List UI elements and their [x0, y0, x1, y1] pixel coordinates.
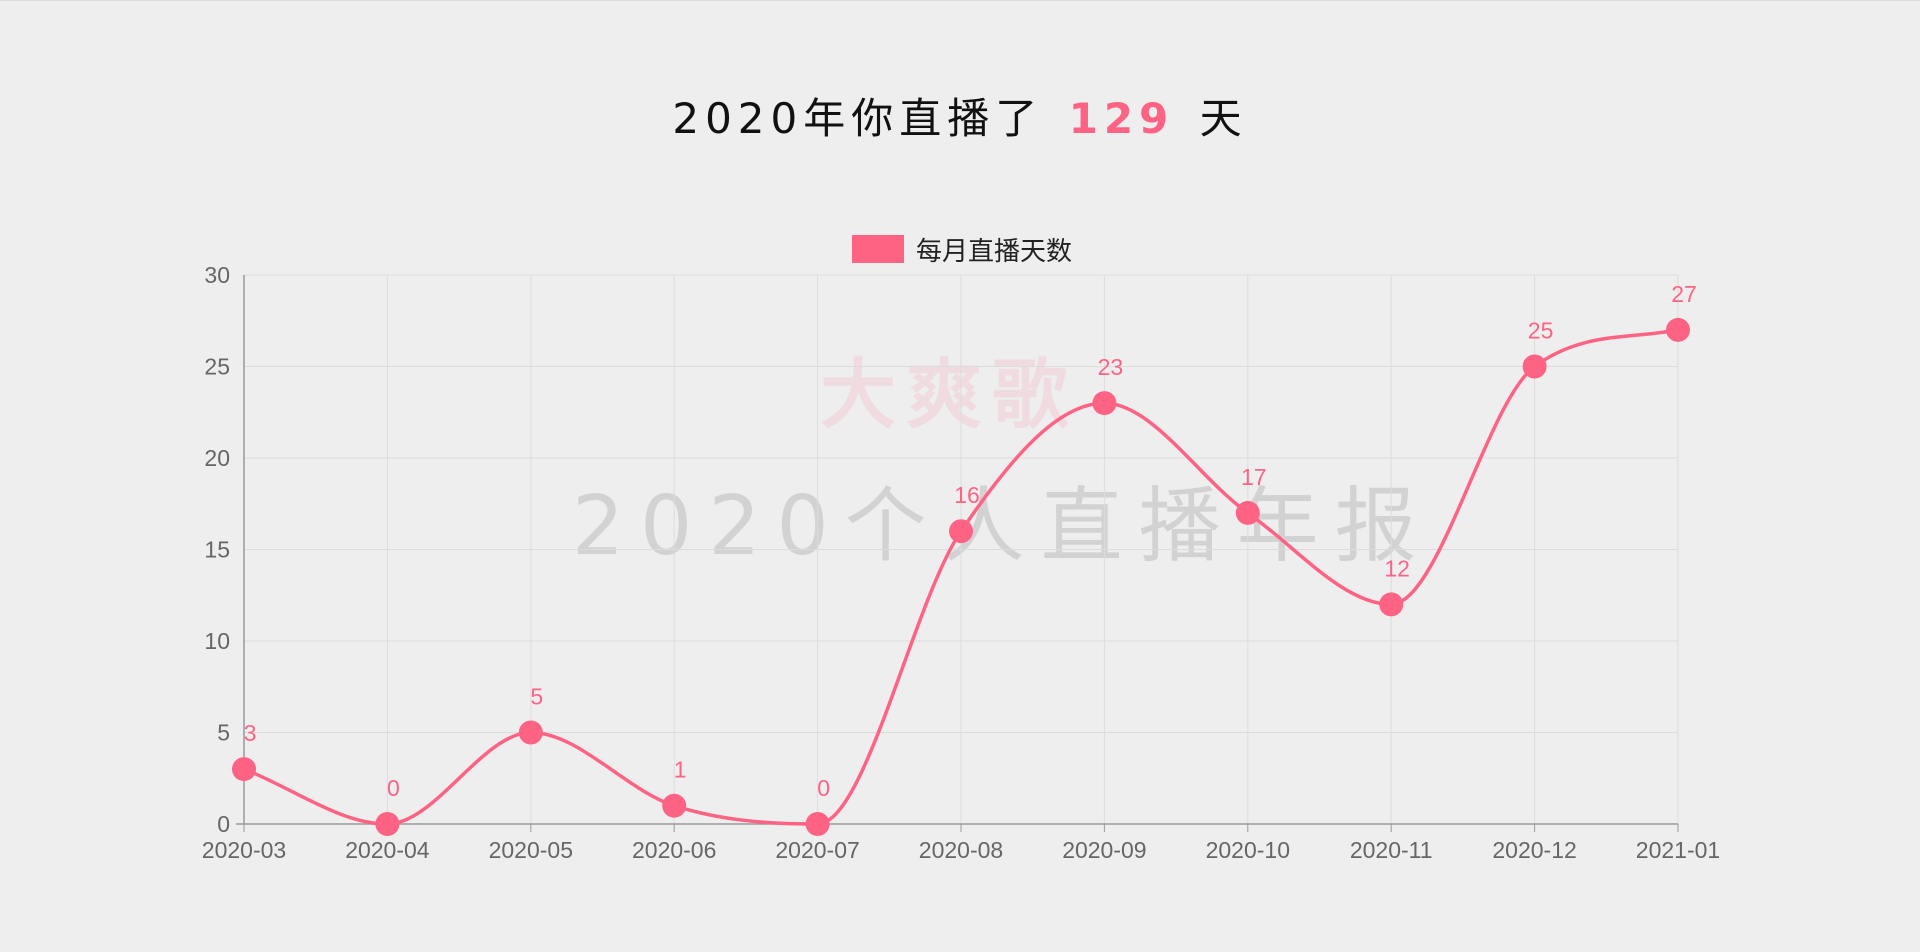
- x-tick-label: 2020-11: [1350, 837, 1433, 863]
- data-point: [1666, 317, 1690, 342]
- data-point: [662, 793, 687, 818]
- data-point: [1522, 354, 1547, 379]
- y-tick-label: 10: [204, 628, 230, 654]
- data-label: 25: [1528, 318, 1554, 344]
- data-label: 27: [1671, 281, 1697, 307]
- data-label: 23: [1098, 354, 1124, 380]
- data-label: 0: [387, 775, 400, 801]
- legend-swatch: [852, 235, 904, 263]
- y-tick-label: 15: [204, 537, 230, 563]
- report-watermark: 2020个人直播年报: [572, 479, 1433, 574]
- y-tick-label: 5: [217, 720, 230, 746]
- x-tick-label: 2020-12: [1492, 837, 1576, 863]
- total-days-value: 129: [1068, 94, 1175, 143]
- data-point: [518, 720, 543, 745]
- data-point: [1379, 592, 1404, 617]
- data-point: [805, 812, 830, 836]
- x-tick-label: 2020-10: [1206, 837, 1290, 863]
- title-suffix: 天: [1199, 94, 1248, 143]
- data-label: 12: [1384, 555, 1410, 581]
- x-tick-label: 2020-03: [202, 837, 286, 863]
- y-tick-label: 25: [204, 354, 230, 380]
- title-prefix: 2020年你直播了: [672, 94, 1044, 143]
- data-point: [375, 812, 400, 836]
- x-tick-label: 2020-04: [345, 837, 430, 863]
- data-point: [232, 757, 256, 782]
- data-point: [1235, 500, 1260, 525]
- x-tick-label: 2020-05: [489, 837, 573, 863]
- y-tick-label: 20: [204, 445, 230, 471]
- data-point: [949, 519, 973, 544]
- brand-watermark: 大爽歌: [820, 350, 1078, 439]
- y-tick-label: 0: [217, 811, 230, 837]
- data-label: 1: [674, 757, 687, 783]
- x-tick-label: 2020-08: [919, 837, 1003, 863]
- legend-label: 每月直播天数: [916, 236, 1073, 267]
- data-label: 3: [244, 720, 257, 746]
- data-label: 0: [817, 775, 830, 801]
- data-label: 16: [954, 482, 980, 508]
- y-tick-label: 30: [204, 262, 230, 288]
- data-point: [1092, 391, 1117, 416]
- x-tick-label: 2020-09: [1062, 837, 1146, 863]
- x-tick-label: 2020-07: [775, 837, 859, 863]
- page-title: 2020年你直播了 129 天: [0, 85, 1920, 146]
- x-tick-label: 2020-06: [632, 837, 716, 863]
- x-tick-label: 2021-01: [1636, 837, 1720, 863]
- data-label: 5: [530, 684, 543, 710]
- chart-legend[interactable]: 每月直播天数: [852, 234, 1072, 267]
- data-label: 17: [1241, 464, 1267, 490]
